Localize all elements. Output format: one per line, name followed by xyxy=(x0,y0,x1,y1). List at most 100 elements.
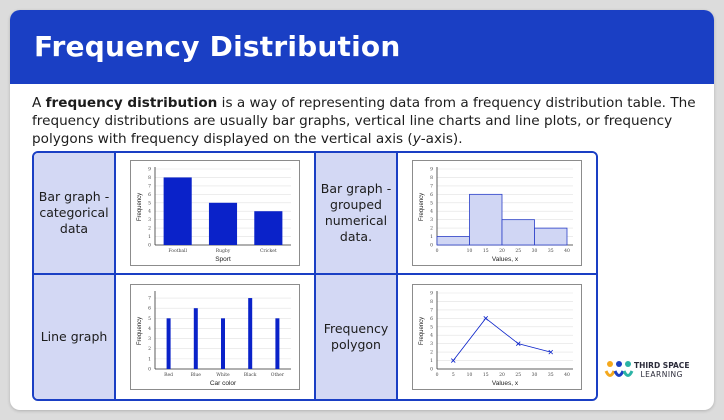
y-tick-label: 4 xyxy=(148,326,151,332)
y-tick-label: 4 xyxy=(148,209,151,215)
y-tick-label: 8 xyxy=(430,299,433,305)
y-axis-label: Frequency xyxy=(137,193,143,221)
y-tick-label: 8 xyxy=(148,175,151,181)
x-axis-label: Values, x xyxy=(492,380,519,387)
vertical-line-bar xyxy=(193,308,198,369)
vertical-line-bar xyxy=(275,318,280,369)
y-tick-label: 1 xyxy=(430,358,433,364)
data-point xyxy=(548,349,554,355)
line-graph-label: Line graph xyxy=(34,275,116,399)
y-axis-label: Frequency xyxy=(419,193,425,221)
y-tick-label: 9 xyxy=(430,167,433,173)
x-tick-label: White xyxy=(216,372,230,378)
logo-icon xyxy=(604,361,634,377)
histogram-bar xyxy=(501,219,535,246)
y-tick-label: 7 xyxy=(148,296,151,302)
examples-grid: Bar graph - categorical data 0 1 2 3 4 5 6 7 8 9 F… xyxy=(32,151,598,401)
y-tick-label: 1 xyxy=(430,234,433,240)
x-axis-label: Values, x xyxy=(492,256,519,263)
y-tick-label: 7 xyxy=(148,183,151,189)
y-tick-label: 0 xyxy=(148,243,151,249)
x-tick-label: Blue xyxy=(191,372,202,378)
y-tick-label: 5 xyxy=(430,324,433,330)
frequency-polygon-label: Frequency polygon xyxy=(316,275,398,399)
x-tick-label: 10 xyxy=(467,248,473,254)
x-tick-label: 25 xyxy=(515,248,521,254)
y-tick-label: 1 xyxy=(148,234,151,240)
lesson-card: Frequency Distribution A frequency distr… xyxy=(10,10,714,410)
x-tick-label: 40 xyxy=(564,248,570,254)
x-axis-label: Car color xyxy=(210,380,237,387)
x-tick-label: Football xyxy=(168,248,187,254)
frequency-polygon-text: Frequency polygon xyxy=(323,321,389,352)
header-banner: Frequency Distribution xyxy=(10,10,714,84)
y-tick-label: 3 xyxy=(430,341,433,347)
y-tick-label: 9 xyxy=(148,167,151,173)
polygon-line xyxy=(452,317,551,361)
y-tick-label: 2 xyxy=(430,350,433,356)
intro-pre: A xyxy=(32,95,46,111)
frequency-polygon-chart: 0 1 2 3 4 5 6 7 8 9 Frequency Values, x 0 5 10 15 20 25 30… xyxy=(419,291,573,387)
y-tick-label: 2 xyxy=(148,346,151,352)
y-tick-label: 0 xyxy=(430,367,433,373)
y-tick-label: 0 xyxy=(430,243,433,249)
y-tick-label: 1 xyxy=(148,356,151,362)
y-tick-label: 2 xyxy=(430,226,433,232)
x-tick-label: 0 xyxy=(436,248,439,254)
bar xyxy=(208,202,238,245)
logo-line1: THIRD SPACE xyxy=(634,361,690,370)
intro-paragraph: A frequency distribution is a way of rep… xyxy=(32,94,700,148)
page-title: Frequency Distribution xyxy=(34,30,401,63)
x-tick-label: Cricket xyxy=(260,248,277,254)
y-tick-label: 6 xyxy=(148,306,151,312)
x-tick-label: 30 xyxy=(532,248,538,254)
x-tick-label: Black xyxy=(244,372,257,378)
y-tick-label: 4 xyxy=(430,333,433,339)
y-tick-label: 4 xyxy=(430,209,433,215)
x-tick-label: Other xyxy=(271,372,285,378)
bar-graph-grouped-text: Bar graph - grouped numerical data. xyxy=(320,181,392,244)
logo-text: THIRD SPACE LEARNING xyxy=(634,361,689,379)
frequency-polygon-cell: 0 1 2 3 4 5 6 7 8 9 Frequency Values, x 0 5 10 15 20 25 30… xyxy=(398,275,596,399)
histogram-cell: 0 1 2 3 4 5 6 7 8 9 Frequency Values, x 0 10 15 20 25 30 3… xyxy=(398,153,596,275)
bar-graph-categorical-label: Bar graph - categorical data xyxy=(34,153,116,275)
vertical-line-bar xyxy=(166,318,171,369)
x-tick-label: 35 xyxy=(548,372,554,378)
data-point xyxy=(450,358,456,363)
y-tick-label: 6 xyxy=(430,192,433,198)
x-tick-label: 15 xyxy=(483,248,489,254)
x-tick-label: 35 xyxy=(548,248,554,254)
x-tick-label: 20 xyxy=(499,372,505,378)
y-tick-label: 7 xyxy=(430,183,433,189)
y-tick-label: 5 xyxy=(430,200,433,206)
data-point xyxy=(483,316,489,321)
vertical-line-bar xyxy=(248,298,253,369)
y-tick-label: 9 xyxy=(430,291,433,297)
bar xyxy=(163,177,192,245)
y-tick-label: 6 xyxy=(148,192,151,198)
line-graph-text: Line graph xyxy=(40,329,108,344)
line-graph-cell: 0 1 2 3 4 5 6 7 Frequency Car color Red Blue White Bl… xyxy=(116,275,316,399)
histogram-bar xyxy=(534,227,568,246)
x-tick-label: 0 xyxy=(436,372,439,378)
y-tick-label: 6 xyxy=(430,316,433,322)
intro-axis: y xyxy=(412,131,421,147)
intro-term: frequency distribution xyxy=(45,95,218,111)
y-tick-label: 0 xyxy=(148,367,151,373)
bar xyxy=(254,211,283,245)
y-tick-label: 2 xyxy=(148,226,151,232)
x-tick-label: 5 xyxy=(452,372,455,378)
y-tick-label: 3 xyxy=(430,217,433,223)
histogram-bar xyxy=(436,236,470,246)
x-axis-label: Sport xyxy=(215,256,231,263)
bar-chart-sport: 0 1 2 3 4 5 6 7 8 9 Frequency Sport Football Rugby Cri… xyxy=(137,167,291,263)
x-tick-label: Red xyxy=(164,372,173,378)
third-space-learning-logo: THIRD SPACE LEARNING xyxy=(604,358,704,382)
y-tick-label: 3 xyxy=(148,336,151,342)
y-tick-label: 5 xyxy=(148,316,151,322)
logo-line2: LEARNING xyxy=(640,370,683,379)
x-tick-label: 40 xyxy=(564,372,570,378)
intro-end: -axis). xyxy=(420,131,463,147)
y-tick-label: 5 xyxy=(148,200,151,206)
line-graph-car-color: 0 1 2 3 4 5 6 7 Frequency Car color Red Blue White Bl… xyxy=(137,291,291,387)
